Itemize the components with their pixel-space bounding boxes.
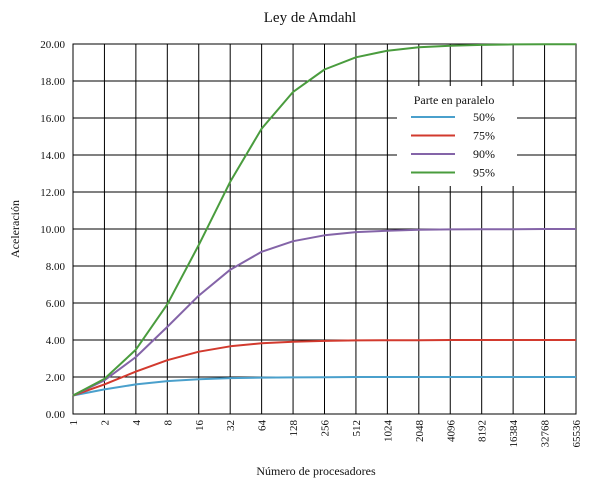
legend-label: 50% xyxy=(473,110,495,124)
legend-label: 90% xyxy=(473,147,495,161)
x-tick-label: 8 xyxy=(162,420,174,426)
legend-title: Parte en paralelo xyxy=(414,93,495,107)
x-tick-label: 2 xyxy=(99,420,111,426)
x-tick-label: 65536 xyxy=(571,420,583,448)
x-tick-label: 4 xyxy=(131,420,143,426)
x-tick-label: 16 xyxy=(194,420,206,432)
x-tick-label: 32768 xyxy=(540,420,552,448)
y-tick-label: 16.00 xyxy=(40,113,65,125)
x-tick-label: 16384 xyxy=(508,420,520,448)
x-axis-title: Número de procesadores xyxy=(256,464,376,478)
x-tick-label: 1 xyxy=(68,420,80,426)
x-tick-label: 64 xyxy=(257,420,269,432)
legend-items: 50% 75% 90% 95% xyxy=(411,110,495,180)
y-tick-label: 4.00 xyxy=(46,335,66,347)
x-tick-label: 32 xyxy=(225,420,237,431)
series-line-75pct xyxy=(72,339,576,397)
series-line-95pct xyxy=(72,43,576,397)
x-tick-label: 4096 xyxy=(445,420,457,443)
y-tick-label: 20.00 xyxy=(40,39,65,51)
x-tick-label: 512 xyxy=(351,420,363,437)
y-axis-title: Aceleración xyxy=(8,200,22,258)
x-tick-labels: 1 2 4 8 16 32 64 128 256 512 1024 2048 4096 8192 16384… xyxy=(68,420,583,448)
y-tick-label: 10.00 xyxy=(40,224,65,236)
legend-label: 75% xyxy=(473,129,495,143)
chart-title: Ley de Amdahl xyxy=(264,10,356,26)
y-tick-label: 12.00 xyxy=(40,187,65,199)
y-tick-label: 8.00 xyxy=(46,261,66,273)
series-line-50pct xyxy=(72,376,576,397)
x-tick-label: 8192 xyxy=(477,420,489,442)
x-tick-label: 256 xyxy=(320,420,332,437)
y-tick-label: 14.00 xyxy=(40,150,65,162)
legend: Parte en paralelo 50% 75% 90% 95% xyxy=(397,86,517,186)
y-tick-label: 18.00 xyxy=(40,76,65,88)
series-line-90pct xyxy=(72,228,576,397)
legend-label: 95% xyxy=(473,166,495,180)
y-tick-label: 6.00 xyxy=(46,298,66,310)
y-tick-label: 0.00 xyxy=(46,409,66,421)
series-group xyxy=(72,43,576,397)
x-tick-label: 1024 xyxy=(382,420,394,443)
y-tick-label: 2.00 xyxy=(46,372,66,384)
y-tick-labels: 0.00 2.00 4.00 6.00 8.00 10.00 12.00 14.00 16.00… xyxy=(40,39,65,421)
x-tick-label: 128 xyxy=(288,420,300,437)
x-tick-label: 2048 xyxy=(414,420,426,443)
